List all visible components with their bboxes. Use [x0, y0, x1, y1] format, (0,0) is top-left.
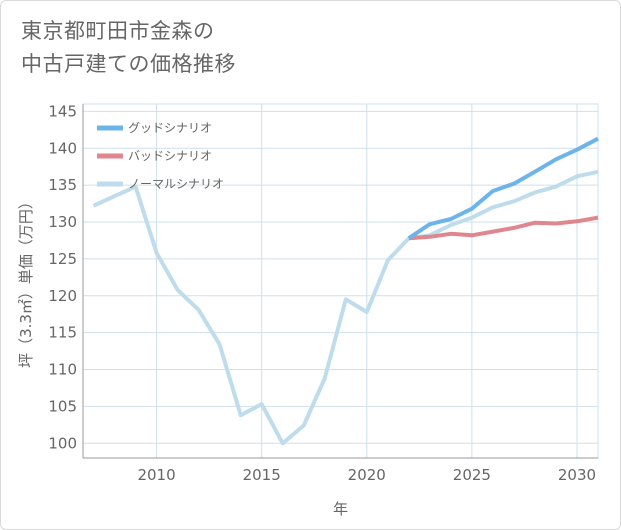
- series-line: [407, 136, 599, 240]
- legend-label: ノーマルシナリオ: [128, 177, 224, 191]
- y-tick-label: 100: [48, 434, 77, 452]
- y-tick-label: 120: [48, 287, 77, 305]
- y-tick-label: 125: [48, 250, 77, 268]
- chart-title-line-2: 中古戸建ての価格推移: [21, 52, 236, 76]
- series-line: [408, 215, 599, 241]
- chart-title: 東京都町田市金森の 中古戸建ての価格推移: [21, 15, 236, 81]
- x-tick-labels: 2010 2015 2020 2025 2030: [137, 466, 596, 484]
- y-axis-title: 坪（3.3㎡）単価（万円）: [17, 194, 35, 368]
- y-tick-label: 135: [48, 176, 77, 194]
- y-tick-label: 115: [48, 324, 77, 342]
- x-tick-label: 2015: [243, 466, 281, 484]
- legend-label: グッドシナリオ: [128, 121, 212, 135]
- series-line: [92, 169, 599, 446]
- x-axis-title: 年: [333, 500, 348, 518]
- y-tick-label: 105: [48, 397, 77, 415]
- y-tick-label: 110: [48, 361, 77, 379]
- legend-label: バッドシナリオ: [128, 149, 212, 163]
- x-tick-label: 2020: [348, 466, 386, 484]
- series-lines: [92, 136, 599, 446]
- axes: [82, 104, 598, 459]
- y-tick-labels: 100 105 110 115 120 125 130 135 140 145: [48, 102, 77, 452]
- grid-lines: [82, 103, 599, 459]
- y-tick-label: 140: [48, 139, 77, 157]
- chart-title-line-1: 東京都町田市金森の: [21, 19, 215, 43]
- x-tick-label: 2010: [137, 466, 175, 484]
- x-tick-label: 2030: [558, 466, 596, 484]
- y-tick-label: 130: [48, 213, 77, 231]
- x-tick-label: 2025: [453, 466, 491, 484]
- y-tick-label: 145: [48, 102, 77, 120]
